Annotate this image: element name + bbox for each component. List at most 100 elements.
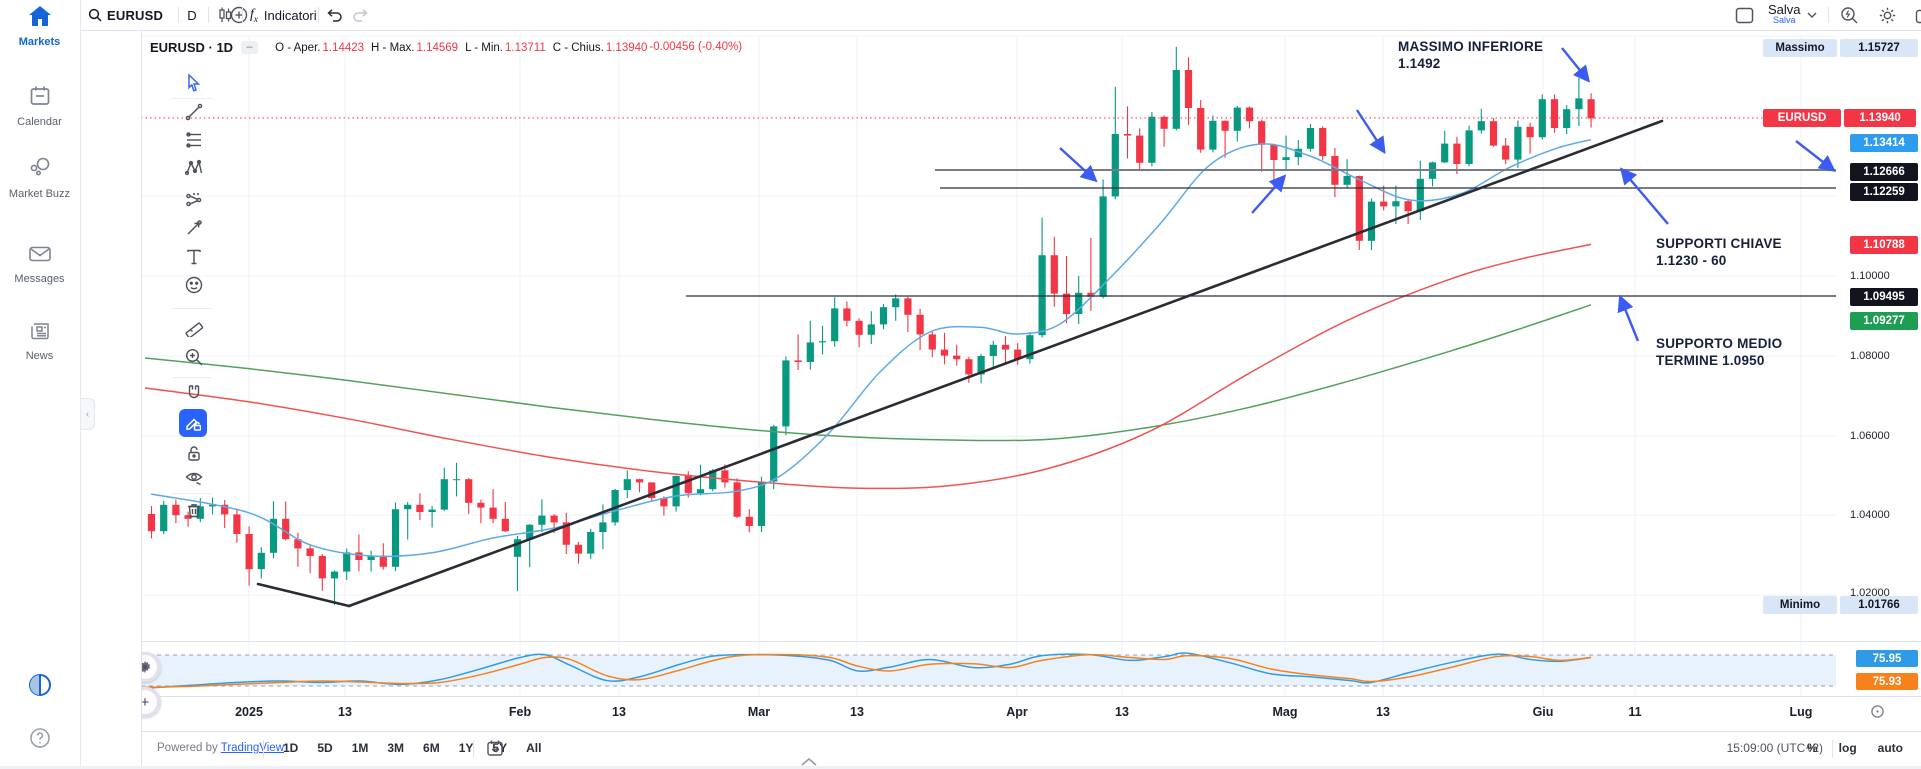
powered-by: Powered by TradingView	[157, 742, 285, 754]
go-to-date-button[interactable]	[486, 739, 504, 757]
app-sidebar: Markets Calendar Market Buzz Messages Ne…	[0, 0, 81, 769]
compare-add-button[interactable]	[230, 0, 248, 30]
save-button[interactable]: Salva Salva	[1768, 0, 1801, 30]
emoji-tool[interactable]	[182, 273, 206, 297]
legend-ohlc-value: 1.14423	[322, 42, 365, 54]
indicators-button[interactable]: fx Indicatori	[250, 0, 317, 30]
newspaper-icon	[28, 318, 52, 342]
range-button-5d[interactable]: 5D	[317, 741, 333, 755]
camera-icon	[1915, 7, 1921, 24]
time-axis-label: 13	[338, 705, 352, 719]
sidebar-item-market-buzz[interactable]: Market Buzz	[0, 156, 79, 201]
layout-select-button[interactable]	[1735, 0, 1754, 30]
quick-search-button[interactable]	[1840, 0, 1859, 30]
legend-ohlc-label: C - Chius.	[552, 42, 604, 54]
tradingview-link[interactable]: TradingView	[220, 742, 285, 754]
lock-all-drawings-button[interactable]	[182, 441, 206, 465]
interval-button[interactable]: D	[184, 0, 200, 30]
half-circle-icon	[27, 672, 53, 698]
question-icon	[28, 726, 52, 750]
legend-title: EURUSD · 1D	[150, 39, 234, 55]
forecast-tool[interactable]	[182, 188, 206, 212]
legend-ohlc-label: O - Aper.	[275, 42, 321, 54]
sidebar-item-markets[interactable]: Markets	[0, 4, 79, 49]
ohlc-legend[interactable]: EURUSD · 1D – O - Aper. 1.14423 H - Max. 1.…	[150, 38, 742, 56]
time-axis-label: 13	[612, 705, 626, 719]
session-clock[interactable]: 15:09:00 (UTC+2)	[1726, 741, 1823, 755]
sidebar-item-news[interactable]: News	[0, 318, 79, 363]
fib-retracement-tool[interactable]	[182, 128, 206, 152]
time-axis-label: Giu	[1532, 705, 1554, 719]
plus-circle-icon	[230, 6, 248, 24]
legend-collapse-chip[interactable]: –	[241, 40, 259, 54]
home-icon	[27, 4, 53, 28]
auto-scale-button[interactable]: auto	[1877, 741, 1903, 755]
range-button-3m[interactable]: 3M	[387, 741, 405, 755]
annotation-massimo-inferiore[interactable]: MASSIMO INFERIORE 1.1492	[1398, 39, 1544, 71]
time-axis-label: Apr	[1006, 705, 1028, 719]
range-button-1y[interactable]: 1Y	[458, 741, 474, 755]
panel-expand-chevron[interactable]	[800, 757, 818, 766]
annotation-supporto-medio-termine[interactable]: SUPPORTO MEDIO TERMINE 1.0950	[1656, 336, 1783, 368]
range-button-1m[interactable]: 1M	[351, 741, 369, 755]
settings-button[interactable]	[1878, 0, 1897, 30]
zoom-in-tool[interactable]	[182, 345, 206, 369]
theme-toggle[interactable]	[0, 672, 79, 703]
time-axis-label: Mar	[747, 705, 771, 719]
bottom-toolbar: Powered by TradingView 1D 5D 1M 3M 6M 1Y 5Y All…	[141, 731, 1921, 767]
time-axis-label: 13	[850, 705, 864, 719]
timezone-clock-icon[interactable]	[1870, 704, 1885, 719]
range-button-6m[interactable]: 6M	[423, 741, 440, 755]
locked-drawing-mode-button[interactable]	[179, 409, 207, 437]
time-axis-label: 13	[1376, 705, 1390, 719]
legend-ohlc-label: H - Max.	[371, 42, 415, 54]
range-button-1d[interactable]: 1D	[283, 741, 299, 755]
legend-ohlc-value: 1.13711	[505, 42, 546, 54]
help-button[interactable]	[0, 726, 79, 755]
time-axis-label: Mag	[1272, 705, 1298, 719]
search-bolt-icon	[1840, 6, 1859, 25]
snapshot-button[interactable]	[1915, 0, 1921, 30]
sidebar-item-messages[interactable]: Messages	[0, 243, 79, 286]
redo-icon	[352, 8, 369, 22]
fx-icon: fx	[250, 6, 258, 24]
delete-drawings-button[interactable]	[182, 498, 206, 522]
legend-ohlc-label: L - Min.	[465, 42, 503, 54]
range-selector: 1D 5D 1M 3M 6M 1Y 5Y All	[279, 739, 545, 757]
indicators-label: Indicatori	[263, 7, 317, 23]
text-tool[interactable]	[182, 245, 206, 269]
measure-tool[interactable]	[182, 315, 206, 339]
save-label: Salva	[1768, 2, 1801, 17]
time-axis[interactable]: 2025 13 Feb 13 Mar 13 Apr 13 Mag 13 Giu 11 Lug	[141, 696, 1921, 732]
annotation-supporti-chiave[interactable]: SUPPORTI CHIAVE 1.1230 - 60	[1656, 236, 1782, 268]
chart-top-toolbar: EURUSD D fx Indicatori Salva	[80, 0, 1921, 31]
time-axis-label: 13	[1115, 705, 1129, 719]
magnet-tool[interactable]	[182, 381, 206, 405]
log-scale-button[interactable]: log	[1838, 741, 1857, 755]
bubbles-icon	[27, 156, 53, 180]
time-axis-label: 11	[1628, 705, 1642, 719]
toolbar-collapse-tab[interactable]: ‹	[81, 398, 95, 430]
legend-ohlc-value: 1.13940	[605, 42, 648, 54]
trendline-tool[interactable]	[182, 100, 206, 124]
percent-scale-button[interactable]: %	[1806, 741, 1818, 755]
legend-ohlc-value: 1.14569	[416, 42, 459, 54]
symbol-search[interactable]: EURUSD	[88, 0, 163, 30]
pattern-tool[interactable]	[182, 156, 206, 180]
save-dropdown-chevron[interactable]	[1807, 0, 1817, 30]
page-bottom-strip	[0, 766, 1921, 769]
chart-style-button[interactable]	[216, 0, 234, 30]
arrow-marker-tool[interactable]	[182, 216, 206, 240]
cursor-tool[interactable]	[182, 71, 206, 95]
undo-button[interactable]	[326, 0, 343, 30]
redo-button[interactable]	[352, 0, 369, 30]
gear-icon	[1878, 6, 1897, 25]
interval-label: D	[187, 7, 197, 23]
hide-drawings-button[interactable]	[182, 466, 206, 490]
symbol-search-label: EURUSD	[107, 7, 164, 23]
time-axis-label: 2025	[235, 705, 263, 719]
calendar-icon	[28, 84, 52, 108]
sidebar-item-calendar[interactable]: Calendar	[0, 84, 79, 129]
range-button-all[interactable]: All	[526, 741, 542, 755]
